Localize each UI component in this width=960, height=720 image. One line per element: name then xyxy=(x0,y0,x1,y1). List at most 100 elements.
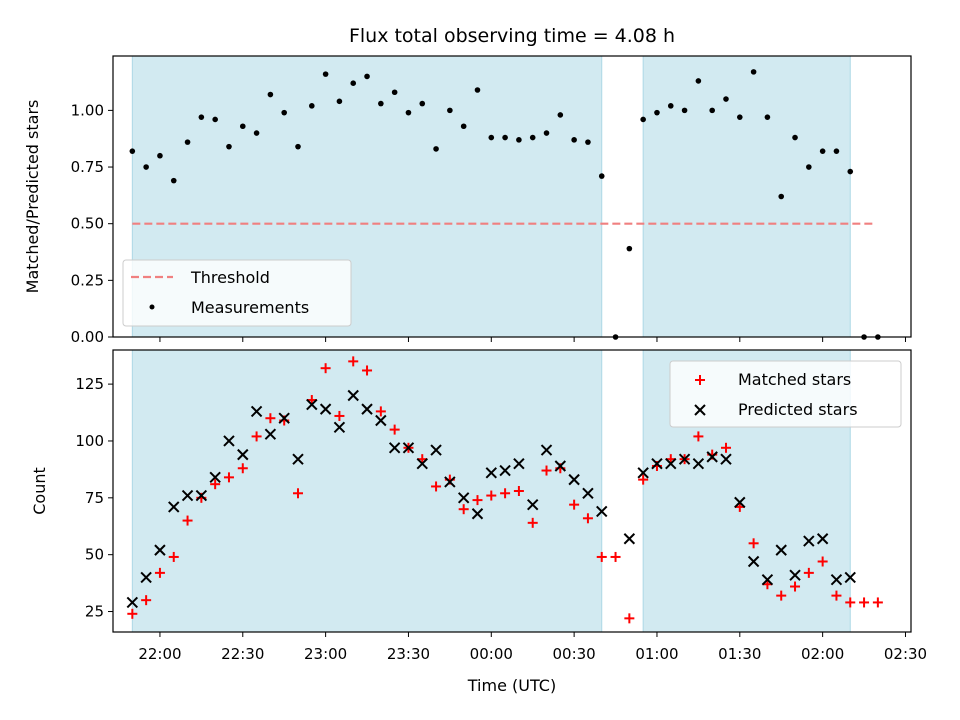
matched-star-point xyxy=(375,406,386,417)
matched-star-point xyxy=(168,551,179,562)
legend-plus-marker xyxy=(695,375,705,385)
measurement-point xyxy=(833,148,840,154)
matched-star-point xyxy=(251,431,262,442)
x-marker-b xyxy=(651,458,663,470)
x-marker-b xyxy=(789,569,801,581)
predicted-star-point xyxy=(761,573,774,586)
predicted-star-point xyxy=(678,453,691,465)
x-marker-b xyxy=(292,453,304,465)
measurement-point xyxy=(143,164,149,170)
matched-star-point xyxy=(638,474,649,485)
measurement-point xyxy=(157,152,163,159)
measurement-point xyxy=(433,146,439,152)
predicted-star-point xyxy=(596,505,608,518)
x-marker-b xyxy=(126,596,139,609)
x-marker-b xyxy=(678,453,691,465)
predicted-star-point xyxy=(582,487,594,499)
measurement-point xyxy=(502,134,508,141)
x-tick-label: 00:00 xyxy=(470,645,513,663)
matched-star-point xyxy=(154,567,165,578)
predicted-star-point xyxy=(692,458,705,470)
x-marker-b xyxy=(416,458,428,470)
measurement-point xyxy=(170,177,177,184)
matched-star-point xyxy=(776,590,787,601)
measurement-point xyxy=(847,168,854,175)
measurement-point xyxy=(654,109,660,116)
ratio-panel-frame xyxy=(112,55,912,338)
x-marker-b xyxy=(278,412,290,424)
x-marker-b xyxy=(444,476,456,488)
count-x-ticks: 22:00 22:30 23:00 23:30 00:00 00:30 01:00 01:30… xyxy=(138,632,927,663)
matched-star-point xyxy=(210,479,221,490)
predicted-star-point xyxy=(306,398,318,411)
predicted-star-point xyxy=(264,428,277,440)
matched-star-point xyxy=(472,495,483,506)
measurement-point xyxy=(419,100,426,107)
x-marker-b xyxy=(775,544,787,556)
x-marker-b xyxy=(706,451,718,463)
matched-star-point xyxy=(320,363,331,374)
measurement-point xyxy=(295,143,301,150)
matched-star-point xyxy=(859,597,870,608)
measurement-point xyxy=(529,134,536,141)
matched-star-point xyxy=(720,442,731,453)
x-marker-b xyxy=(319,403,332,415)
measurement-point xyxy=(626,245,633,252)
predicted-star-point xyxy=(844,571,856,584)
x-marker-b xyxy=(457,492,470,504)
y-tick-label: 1.00 xyxy=(71,101,104,119)
ratio-legend-box xyxy=(122,259,352,327)
predicted-star-point xyxy=(803,535,815,547)
measurement-point xyxy=(267,91,274,98)
measurement-point xyxy=(239,123,246,130)
predicted-star-point xyxy=(527,498,539,511)
predicted-star-point xyxy=(416,458,428,470)
measurement-point xyxy=(129,148,136,154)
ratio-y-label: Matched/Predicted stars xyxy=(23,100,42,294)
predicted-star-point xyxy=(375,414,387,427)
x-marker-b xyxy=(692,458,705,470)
measurement-point xyxy=(447,107,453,114)
measurement-point xyxy=(212,116,218,123)
measurement-point xyxy=(667,103,674,109)
x-tick-label: 22:30 xyxy=(221,645,264,663)
matched-star-point xyxy=(872,597,883,608)
matched-stars-series xyxy=(127,356,883,624)
count-panel: 25 50 75 100 125 22:00 22:30 23:00 23:30 00:00 00… xyxy=(30,349,927,695)
observing-window xyxy=(131,349,603,633)
measurement-point xyxy=(460,123,467,130)
matched-star-point xyxy=(831,590,842,601)
y-tick-label: 0.00 xyxy=(71,328,104,346)
y-tick-label: 0.75 xyxy=(71,158,104,176)
x-marker-b xyxy=(181,489,194,502)
x-tick-label: 01:00 xyxy=(635,645,678,663)
x-marker-b xyxy=(223,435,235,447)
predicted-star-point xyxy=(388,442,401,454)
legend-predicted-swatch xyxy=(694,404,706,416)
predicted-star-point xyxy=(444,476,456,488)
predicted-star-point xyxy=(237,448,249,461)
predicted-star-point xyxy=(734,496,746,509)
predicted-star-point xyxy=(637,467,649,479)
measurement-point xyxy=(391,89,398,96)
predicted-star-point xyxy=(568,473,580,486)
matched-star-point xyxy=(127,608,138,619)
matched-star-point xyxy=(141,595,152,606)
matched-star-point xyxy=(693,431,704,442)
predicted-star-point xyxy=(168,501,180,513)
x-marker-b xyxy=(388,442,401,454)
measurement-point xyxy=(364,73,370,80)
predicted-star-point xyxy=(706,451,718,463)
predicted-star-point xyxy=(319,403,332,415)
matched-star-point xyxy=(817,556,828,567)
predicted-star-point xyxy=(816,533,829,545)
x-marker-b xyxy=(554,460,567,472)
x-marker-b xyxy=(140,571,152,584)
x-marker-b xyxy=(402,442,415,454)
measurement-point xyxy=(640,116,646,123)
y-tick-label: 75 xyxy=(85,489,104,507)
matched-star-point xyxy=(334,410,345,421)
predicted-star-point xyxy=(209,471,221,484)
measurement-point xyxy=(474,87,481,93)
legend-measurements-swatch xyxy=(149,304,155,310)
